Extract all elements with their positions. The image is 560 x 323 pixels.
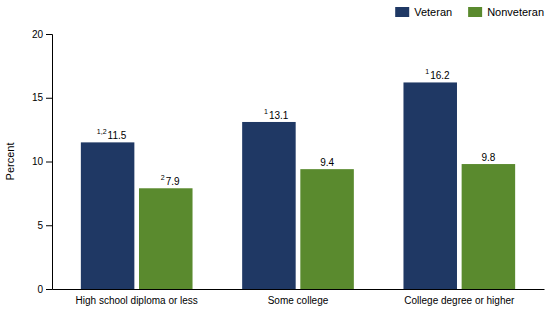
bar <box>462 164 516 289</box>
data-labels: 11.51,213.1116.217.929.49.8 <box>97 68 496 187</box>
x-tick-label: College degree or higher <box>404 295 515 306</box>
x-tick: College degree or higher <box>404 295 515 306</box>
y-tick: 20 <box>32 29 52 40</box>
superscript: 1 <box>264 108 268 115</box>
legend-label: Nonveteran <box>487 6 544 18</box>
axis-line <box>46 35 53 290</box>
x-tick-label: High school diploma or less <box>76 295 198 306</box>
y-tick-label: 15 <box>32 92 44 103</box>
legend: Veteran Nonveteran <box>395 6 544 18</box>
bar <box>403 82 457 289</box>
x-tick: Some college <box>268 295 329 306</box>
y-tick: 5 <box>37 220 52 231</box>
data-label: 9.4 <box>320 157 334 168</box>
x-tick-label: Some college <box>268 295 329 306</box>
bar <box>242 122 296 289</box>
data-label: 9.8 <box>481 152 495 163</box>
axis-line <box>53 289 545 290</box>
bar <box>300 169 354 289</box>
data-label: 7.9 <box>166 176 180 187</box>
y-tick: 0 <box>37 284 52 295</box>
legend-item: Veteran <box>395 6 452 18</box>
y-tick-label: 5 <box>37 220 43 231</box>
legend-item: Nonveteran <box>468 6 544 18</box>
x-tick: High school diploma or less <box>76 295 198 306</box>
plot: 0 5 10 15 20 High school diploma or less Some … <box>32 29 545 306</box>
bar <box>81 142 135 289</box>
y-tick-mark <box>46 98 52 99</box>
y-axis-title: Percent <box>4 143 16 181</box>
superscript: 2 <box>161 174 165 181</box>
data-label: 11.5 <box>108 130 127 141</box>
x-axis: High school diploma or less Some college C… <box>53 290 545 307</box>
y-tick-mark <box>46 34 52 35</box>
superscript: 1 <box>425 68 429 75</box>
y-tick-label: 0 <box>37 284 43 295</box>
legend-swatch <box>468 7 482 17</box>
bars <box>81 82 515 289</box>
y-tick: 10 <box>32 156 52 167</box>
y-tick-label: 20 <box>32 29 44 40</box>
y-tick-mark <box>46 225 52 226</box>
y-tick-mark <box>46 162 52 163</box>
legend-swatch <box>395 7 409 17</box>
bar <box>139 188 193 289</box>
y-tick-label: 10 <box>32 156 44 167</box>
data-label: 16.2 <box>430 70 450 81</box>
y-tick: 15 <box>32 92 52 103</box>
chart: 0 5 10 15 20 High school diploma or less Some … <box>0 0 560 323</box>
superscript: 1,2 <box>97 128 107 135</box>
legend-label: Veteran <box>414 6 452 18</box>
y-axis: 0 5 10 15 20 <box>32 29 53 295</box>
y-tick-mark <box>46 289 52 290</box>
data-label: 13.1 <box>269 110 289 121</box>
